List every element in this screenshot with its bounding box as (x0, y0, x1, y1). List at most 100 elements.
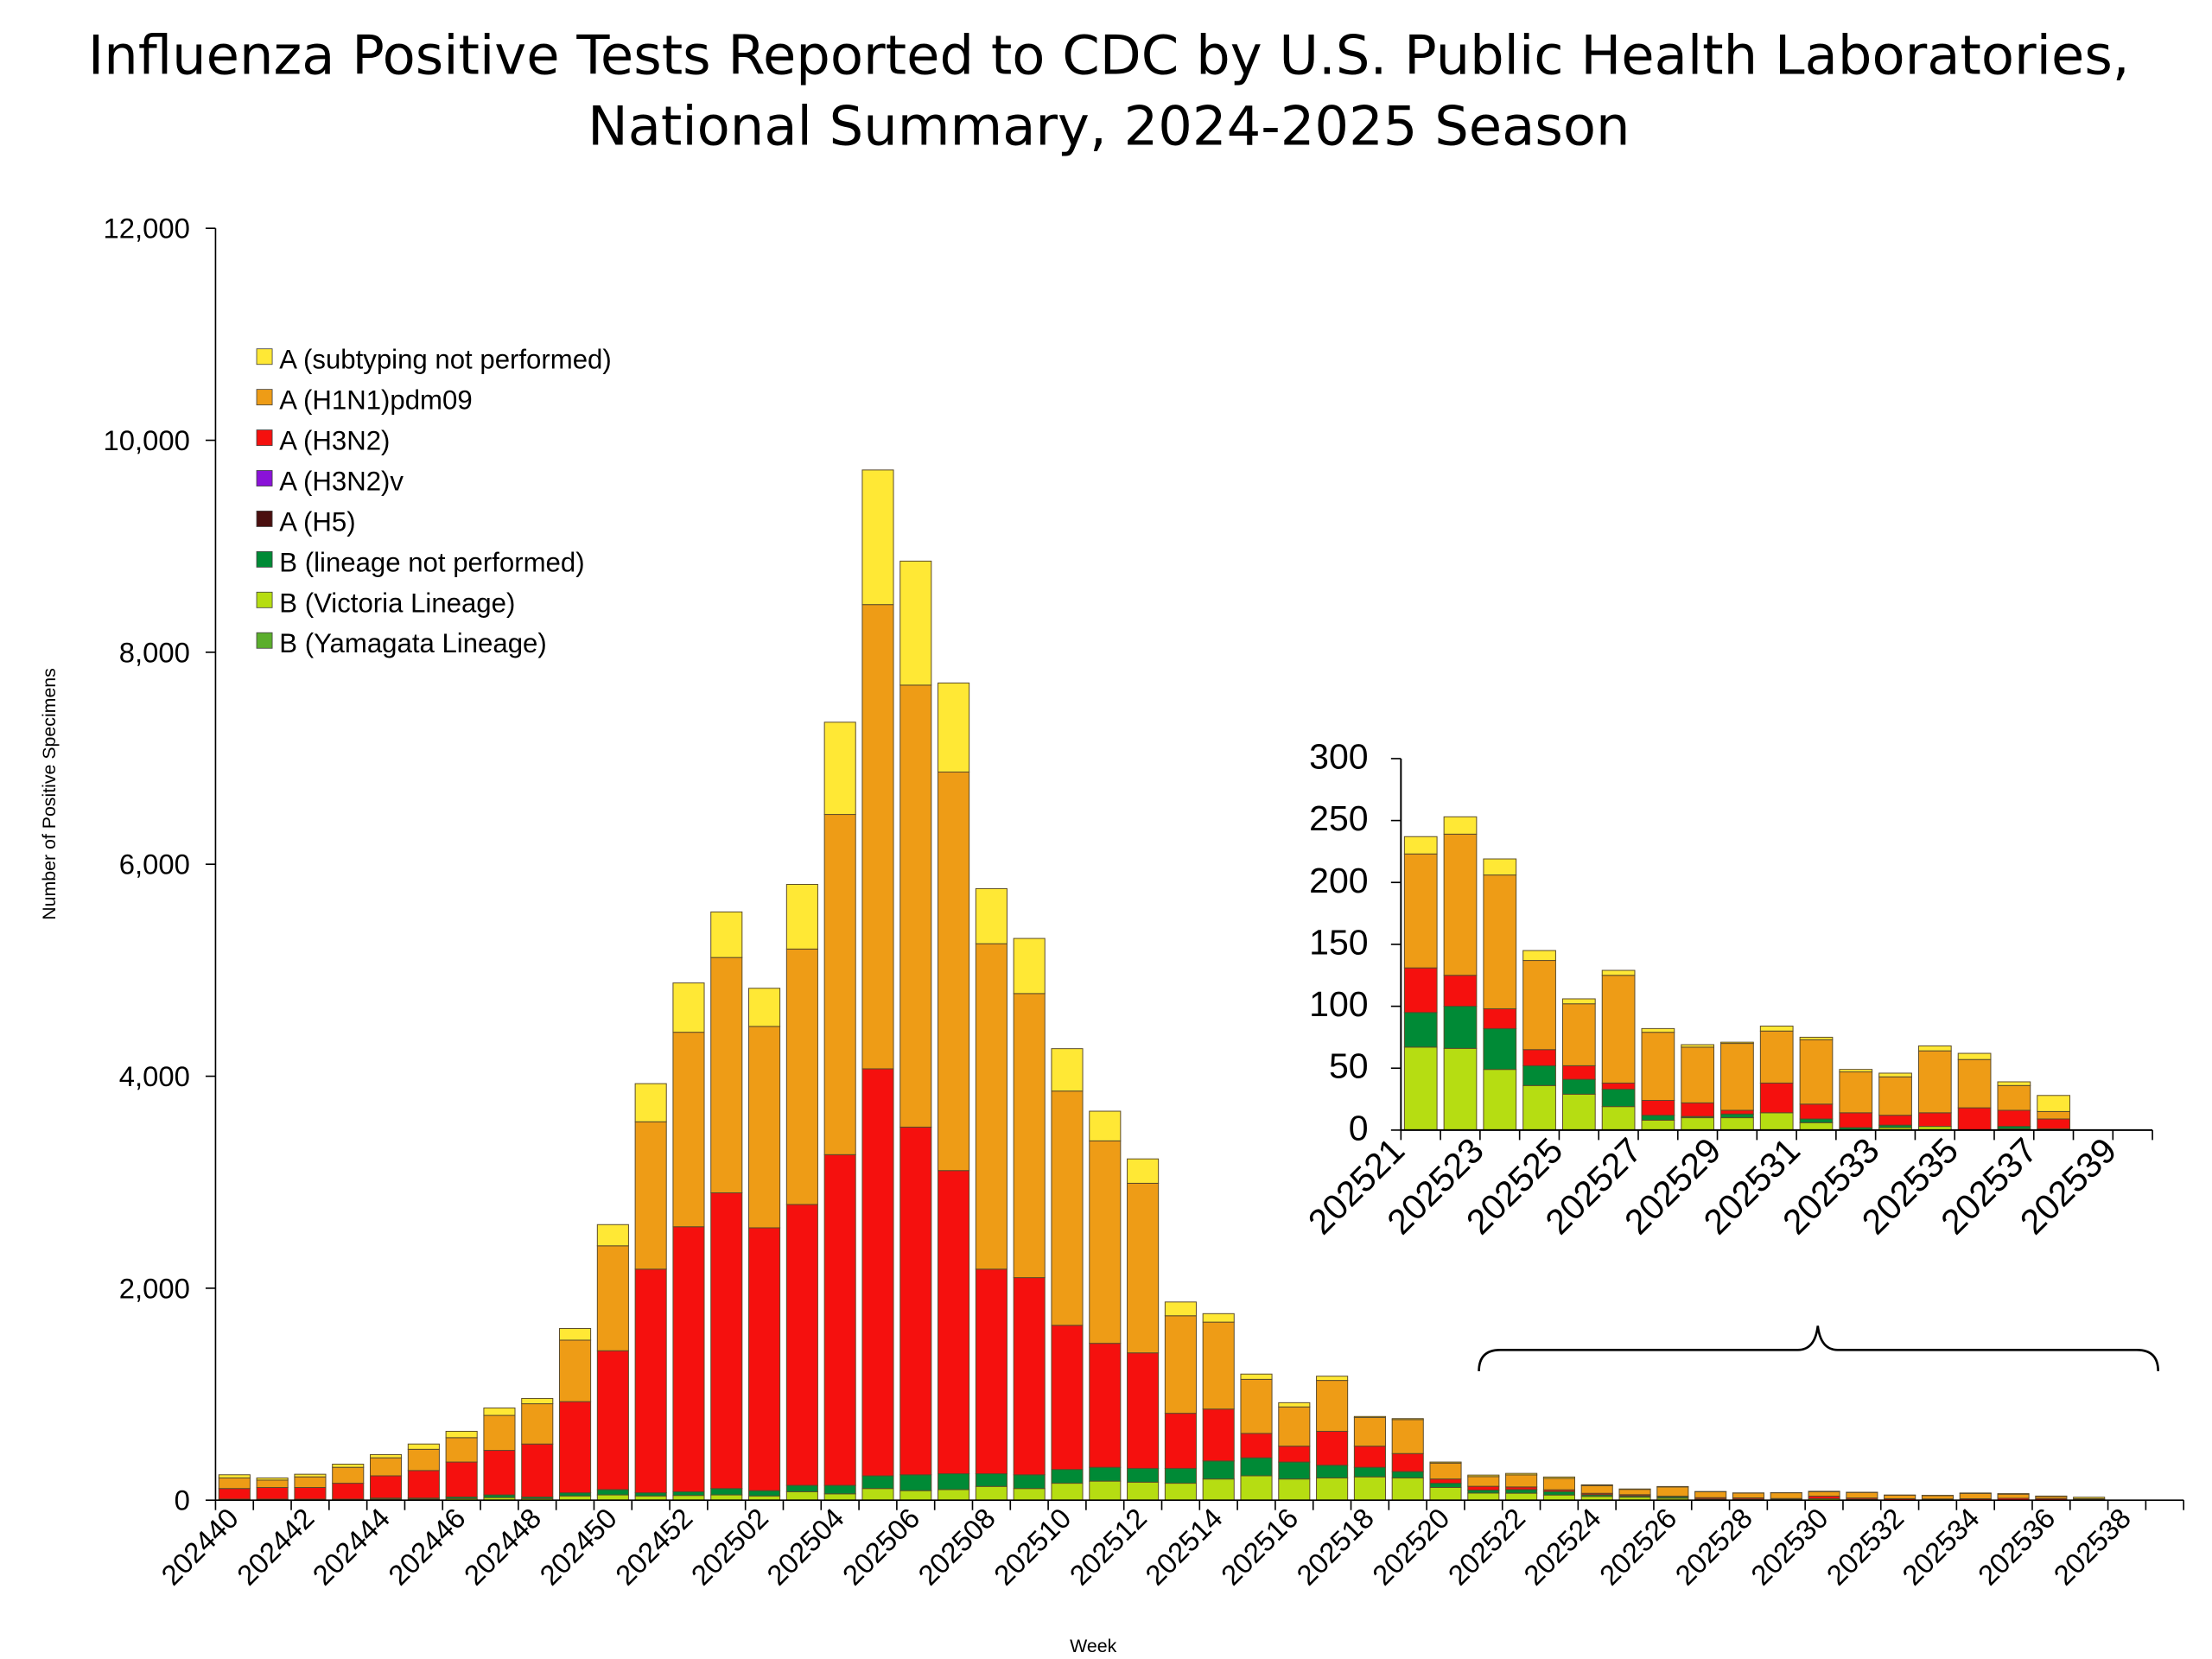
bar-segment-202531-b-lineage-not-performed- (1799, 1118, 1834, 1123)
bar-segment-202519-a-h1n1-pdm09 (1391, 1419, 1424, 1454)
bar-segment-202442-a-h1n1-pdm09 (294, 1476, 327, 1488)
bar-segment-202531-b-victoria-lineage- (1799, 1122, 1834, 1131)
bar-segment-202450-a-subtyping-not-performed- (596, 1224, 629, 1247)
legend-item: B (Victoria Lineage) (256, 588, 515, 618)
legend-label: B (lineage not performed) (279, 547, 584, 577)
bar-segment-202520-a-h1n1-pdm09 (1429, 1462, 1462, 1480)
bar-segment-202522-a-subtyping-not-performed- (1443, 816, 1478, 835)
bar-segment-202522-b-lineage-not-performed- (1443, 1006, 1478, 1049)
bar-segment-202524-b-lineage-not-performed- (1522, 1065, 1556, 1086)
legend-label: B (Victoria Lineage) (279, 588, 515, 618)
bar-segment-202510-b-victoria-lineage- (1051, 1483, 1084, 1501)
x-tick-label: 202534 (1896, 1502, 1986, 1592)
bar-segment-202513-b-lineage-not-performed- (1164, 1467, 1197, 1484)
bar-segment-202517-a-h3n2- (1316, 1430, 1349, 1466)
bar-segment-202507-b-lineage-not-performed- (938, 1473, 970, 1491)
bar-segment-202505-a-h3n2- (861, 1068, 894, 1477)
bar-segment-202526-b-victoria-lineage- (1601, 1106, 1636, 1131)
bar-segment-202523-a-h3n2- (1483, 1007, 1517, 1029)
bar-segment-202441-a-h1n1-pdm09 (256, 1479, 289, 1488)
bar-segment-202533-a-subtyping-not-performed- (1878, 1072, 1912, 1077)
bar-segment-202535-a-subtyping-not-performed- (1997, 1493, 2030, 1495)
bar-segment-202524-a-h1n1-pdm09 (1522, 960, 1556, 1051)
legend-swatch (256, 511, 273, 527)
y-tick-label: 12,000 (104, 213, 190, 245)
y-tick-label: 6,000 (119, 849, 190, 880)
bar-segment-202528-a-subtyping-not-performed- (1681, 1044, 1715, 1048)
legend-label: A (H5) (279, 506, 355, 537)
bar-segment-202529-a-subtyping-not-performed- (1720, 1041, 1754, 1045)
bar-segment-202525-b-victoria-lineage- (1561, 1093, 1596, 1131)
bar-segment-202524-b-victoria-lineage- (1522, 1084, 1556, 1131)
bar-segment-202502-a-h3n2- (748, 1227, 781, 1491)
bar-segment-202537-a-h3n2- (2037, 1118, 2071, 1129)
x-tick-label: 202524 (1517, 1502, 1607, 1592)
y-tick-label: 10,000 (104, 424, 190, 456)
bar-segment-202531-a-h3n2- (1799, 1103, 1834, 1120)
inset-chart: 0501001502002503002025212025232025252025… (1300, 736, 2153, 1242)
bar-segment-202508-a-subtyping-not-performed- (975, 887, 1007, 944)
bar-segment-202524-a-h1n1-pdm09 (1580, 1484, 1613, 1494)
bar-segment-202520-a-subtyping-not-performed- (1429, 1461, 1462, 1464)
bar-segment-202514-a-h3n2- (1202, 1408, 1235, 1462)
bar-segment-202536-a-h1n1-pdm09 (1997, 1084, 2031, 1111)
bar-segment-202525-a-h1n1-pdm09 (1561, 1003, 1596, 1066)
bar-segment-202441-a-h3n2- (256, 1486, 289, 1500)
bar-segment-202526-a-h1n1-pdm09 (1656, 1486, 1689, 1497)
legend-item: A (H3N2) (256, 426, 390, 456)
bar-segment-202501-a-subtyping-not-performed- (710, 911, 743, 958)
x-tick-label: 202446 (382, 1502, 472, 1592)
bar-segment-202503-b-lineage-not-performed- (785, 1484, 818, 1492)
main-chart: 02,0004,0006,0008,00010,00012,0002024402… (104, 213, 2184, 1592)
bar-segment-202529-a-h3n2- (1720, 1109, 1754, 1115)
bar-segment-202450-a-h3n2- (596, 1350, 629, 1491)
legend-item: A (H5) (256, 506, 356, 537)
bar-segment-202535-a-h1n1-pdm09 (1997, 1493, 2030, 1499)
bar-segment-202509-b-victoria-lineage- (1013, 1488, 1046, 1501)
bar-segment-202522-b-lineage-not-performed- (1505, 1489, 1538, 1494)
bar-segment-202532-a-h3n2- (1839, 1112, 1873, 1128)
bar-segment-202521-a-subtyping-not-performed- (1467, 1474, 1500, 1478)
bar-segment-202502-a-subtyping-not-performed- (748, 988, 781, 1027)
bar-segment-202452-a-h1n1-pdm09 (672, 1032, 705, 1228)
bar-segment-202445-a-h3n2- (407, 1470, 440, 1499)
bar-segment-202517-a-h1n1-pdm09 (1316, 1380, 1349, 1432)
bar-segment-202529-a-h1n1-pdm09 (1720, 1043, 1754, 1111)
y-tick-label: 0 (1349, 1108, 1369, 1147)
bar-segment-202506-a-h1n1-pdm09 (899, 684, 932, 1128)
bar-segment-202528-a-h3n2- (1681, 1102, 1715, 1117)
bar-segment-202532-a-subtyping-not-performed- (1839, 1069, 1873, 1073)
bar-segment-202533-a-h1n1-pdm09 (1921, 1495, 1955, 1500)
bar-segment-202528-a-h1n1-pdm09 (1681, 1046, 1715, 1103)
bar-segment-202452-a-subtyping-not-performed- (672, 982, 705, 1033)
bar-segment-202525-b-lineage-not-performed- (1561, 1078, 1596, 1095)
legend-label: A (H3N2)v (279, 466, 404, 496)
bar-segment-202528-a-h1n1-pdm09 (1732, 1492, 1764, 1498)
bar-segment-202514-a-h1n1-pdm09 (1202, 1321, 1235, 1410)
bar-segment-202514-b-lineage-not-performed- (1202, 1460, 1235, 1480)
bar-segment-202516-b-victoria-lineage- (1278, 1478, 1311, 1501)
bar-segment-202518-a-h3n2- (1353, 1446, 1386, 1468)
bar-segment-202514-b-victoria-lineage- (1202, 1478, 1235, 1501)
bar-segment-202513-b-victoria-lineage- (1164, 1483, 1197, 1501)
bar-segment-202511-b-victoria-lineage- (1089, 1480, 1122, 1501)
y-tick-label: 4,000 (119, 1060, 190, 1092)
bar-segment-202523-a-subtyping-not-performed- (1542, 1476, 1575, 1479)
bar-segment-202521-a-h1n1-pdm09 (1403, 853, 1438, 969)
x-tick-label: 202440 (155, 1502, 245, 1592)
bar-segment-202521-b-victoria-lineage- (1467, 1492, 1500, 1501)
bar-segment-202506-a-h3n2- (899, 1126, 932, 1476)
bar-segment-202526-b-lineage-not-performed- (1601, 1089, 1636, 1108)
bar-segment-202508-a-h3n2- (975, 1268, 1007, 1475)
bar-segment-202448-a-subtyping-not-performed- (521, 1397, 554, 1405)
bar-segment-202507-a-h1n1-pdm09 (938, 771, 970, 1172)
bar-segment-202445-a-subtyping-not-performed- (407, 1443, 440, 1450)
bar-segment-202503-a-h3n2- (785, 1204, 818, 1486)
bar-segment-202504-a-h3n2- (823, 1154, 856, 1486)
x-tick-label: 202506 (836, 1502, 926, 1592)
legend-swatch (256, 389, 273, 406)
bar-segment-202447-a-h1n1-pdm09 (483, 1414, 516, 1452)
bar-segment-202534-a-subtyping-not-performed- (1917, 1045, 1952, 1052)
bar-segment-202513-a-subtyping-not-performed- (1164, 1301, 1197, 1317)
